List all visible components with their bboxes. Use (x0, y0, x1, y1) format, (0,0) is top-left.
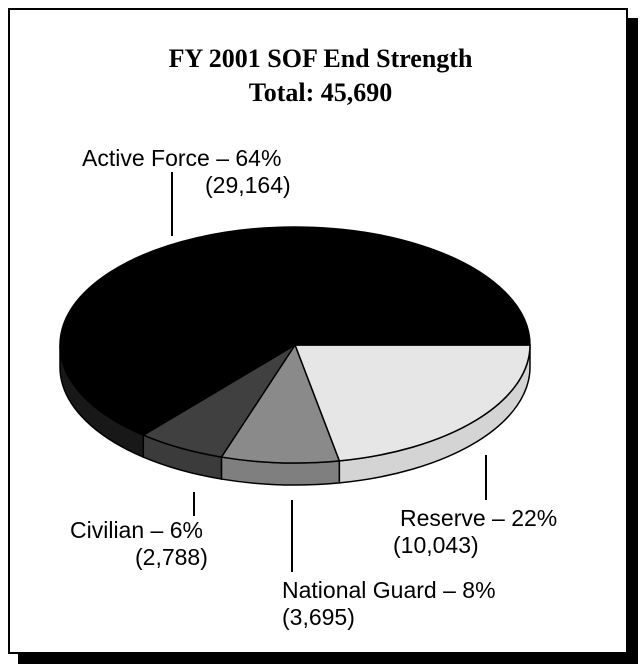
pie-tops (59, 226, 531, 464)
pie-slice-reserve (293, 344, 531, 462)
label-reserve: Reserve – 22% (400, 505, 557, 531)
chart-title: FY 2001 SOF End Strength (168, 44, 473, 73)
pie-leader-lines (171, 172, 487, 572)
pie-slice-active-force (59, 226, 531, 436)
count-reserve: (10,043) (393, 532, 479, 558)
label-active-force: Active Force – 64% (82, 145, 281, 171)
label-civilian: Civilian – 6% (70, 517, 203, 543)
count-active-force: (29,164) (205, 172, 291, 198)
label-national-guard: National Guard – 8% (282, 577, 496, 603)
chart-title-block: FY 2001 SOF End Strength Total: 45,690 (0, 42, 641, 110)
pie-slice-national-guard (220, 343, 341, 464)
count-national-guard: (3,695) (282, 604, 355, 630)
count-civilian: (2,788) (135, 544, 208, 570)
pie-sides (59, 344, 531, 486)
chart-subtitle: Total: 45,690 (248, 78, 393, 107)
